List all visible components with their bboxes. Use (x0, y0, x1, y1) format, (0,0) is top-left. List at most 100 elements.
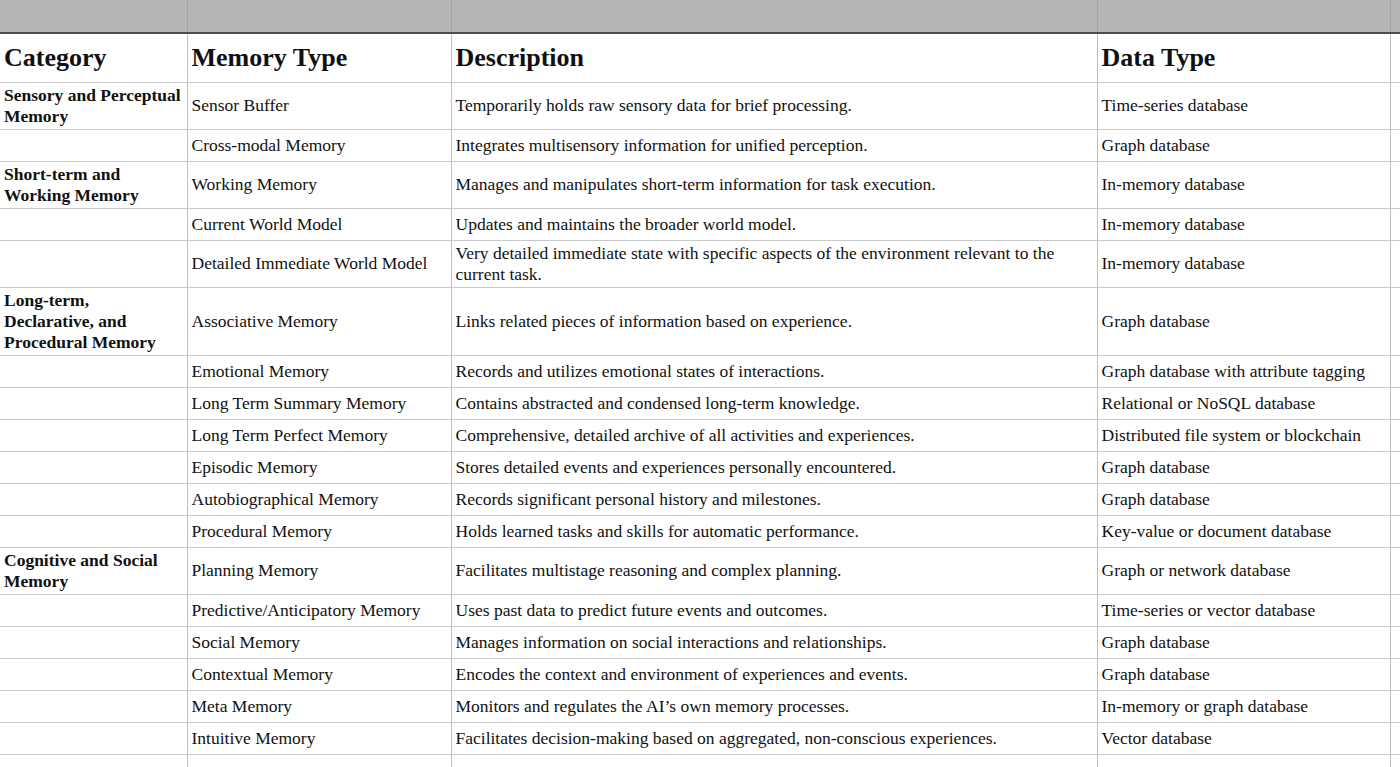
empty-cell[interactable] (1390, 594, 1400, 626)
description-cell[interactable]: Records and utilizes emotional states of… (451, 355, 1097, 387)
data-type-cell[interactable]: Graph database (1097, 287, 1390, 355)
data-type-cell[interactable]: Relational or NoSQL database (1097, 387, 1390, 419)
empty-cell[interactable] (1390, 658, 1400, 690)
empty-cell[interactable] (0, 754, 187, 767)
category-cell[interactable] (0, 658, 187, 690)
empty-cell[interactable] (1097, 754, 1390, 767)
memory-type-cell[interactable]: Current World Model (187, 208, 451, 240)
memory-type-cell[interactable]: Long Term Perfect Memory (187, 419, 451, 451)
header-description[interactable]: Description (451, 33, 1097, 82)
empty-cell[interactable] (1390, 451, 1400, 483)
empty-cell[interactable] (1390, 515, 1400, 547)
memory-type-cell[interactable]: Associative Memory (187, 287, 451, 355)
empty-cell[interactable] (1390, 754, 1400, 767)
empty-cell[interactable] (1390, 82, 1400, 129)
data-type-cell[interactable]: Vector database (1097, 722, 1390, 754)
description-cell[interactable]: Encodes the context and environment of e… (451, 658, 1097, 690)
description-cell[interactable]: Uses past data to predict future events … (451, 594, 1097, 626)
memory-type-cell[interactable]: Intuitive Memory (187, 722, 451, 754)
memory-type-cell[interactable]: Contextual Memory (187, 658, 451, 690)
empty-cell[interactable] (1390, 387, 1400, 419)
description-cell[interactable]: Holds learned tasks and skills for autom… (451, 515, 1097, 547)
description-cell[interactable]: Temporarily holds raw sensory data for b… (451, 82, 1097, 129)
empty-cell[interactable] (1390, 161, 1400, 208)
description-cell[interactable]: Links related pieces of information base… (451, 287, 1097, 355)
header-category[interactable]: Category (0, 33, 187, 82)
description-cell[interactable]: Very detailed immediate state with speci… (451, 240, 1097, 287)
category-cell[interactable] (0, 419, 187, 451)
data-type-cell[interactable]: In-memory database (1097, 208, 1390, 240)
category-cell[interactable]: Sensory and Perceptual Memory (0, 82, 187, 129)
empty-cell[interactable] (1390, 690, 1400, 722)
data-type-cell[interactable]: In-memory database (1097, 161, 1390, 208)
category-cell[interactable]: Short-term and Working Memory (0, 161, 187, 208)
header-empty-sliver[interactable] (1390, 33, 1400, 82)
memory-type-cell[interactable]: Meta Memory (187, 690, 451, 722)
column-header-bar-cell[interactable] (1097, 0, 1390, 33)
data-type-cell[interactable]: In-memory database (1097, 240, 1390, 287)
memory-type-cell[interactable]: Sensor Buffer (187, 82, 451, 129)
column-header-bar-cell[interactable] (187, 0, 451, 33)
category-cell[interactable] (0, 240, 187, 287)
category-cell[interactable] (0, 594, 187, 626)
description-cell[interactable]: Manages information on social interactio… (451, 626, 1097, 658)
category-cell[interactable] (0, 722, 187, 754)
empty-cell[interactable] (1390, 722, 1400, 754)
header-memory-type[interactable]: Memory Type (187, 33, 451, 82)
data-type-cell[interactable]: Graph database (1097, 658, 1390, 690)
description-cell[interactable]: Stores detailed events and experiences p… (451, 451, 1097, 483)
memory-type-cell[interactable]: Long Term Summary Memory (187, 387, 451, 419)
memory-type-cell[interactable]: Working Memory (187, 161, 451, 208)
data-type-cell[interactable]: Graph or network database (1097, 547, 1390, 594)
memory-type-cell[interactable]: Planning Memory (187, 547, 451, 594)
description-cell[interactable]: Facilitates multistage reasoning and com… (451, 547, 1097, 594)
category-cell[interactable]: Cognitive and Social Memory (0, 547, 187, 594)
empty-cell[interactable] (1390, 208, 1400, 240)
category-cell[interactable] (0, 690, 187, 722)
category-cell[interactable] (0, 515, 187, 547)
data-type-cell[interactable]: Time-series database (1097, 82, 1390, 129)
category-cell[interactable] (0, 451, 187, 483)
empty-cell[interactable] (1390, 129, 1400, 161)
category-cell[interactable] (0, 387, 187, 419)
header-data-type[interactable]: Data Type (1097, 33, 1390, 82)
category-cell[interactable] (0, 129, 187, 161)
category-cell[interactable] (0, 483, 187, 515)
data-type-cell[interactable]: Distributed file system or blockchain (1097, 419, 1390, 451)
data-type-cell[interactable]: Graph database (1097, 451, 1390, 483)
data-type-cell[interactable]: Graph database (1097, 626, 1390, 658)
description-cell[interactable]: Monitors and regulates the AI’s own memo… (451, 690, 1097, 722)
category-cell[interactable] (0, 355, 187, 387)
column-header-bar-cell[interactable] (451, 0, 1097, 33)
description-cell[interactable]: Comprehensive, detailed archive of all a… (451, 419, 1097, 451)
memory-type-cell[interactable]: Autobiographical Memory (187, 483, 451, 515)
memory-type-cell[interactable]: Cross-modal Memory (187, 129, 451, 161)
description-cell[interactable]: Integrates multisensory information for … (451, 129, 1097, 161)
memory-type-cell[interactable]: Emotional Memory (187, 355, 451, 387)
data-type-cell[interactable]: Graph database with attribute tagging (1097, 355, 1390, 387)
description-cell[interactable]: Facilitates decision-making based on agg… (451, 722, 1097, 754)
description-cell[interactable]: Manages and manipulates short-term infor… (451, 161, 1097, 208)
category-cell[interactable] (0, 208, 187, 240)
data-type-cell[interactable]: Key-value or document database (1097, 515, 1390, 547)
description-cell[interactable]: Records significant personal history and… (451, 483, 1097, 515)
empty-cell[interactable] (1390, 547, 1400, 594)
data-type-cell[interactable]: Graph database (1097, 483, 1390, 515)
description-cell[interactable]: Updates and maintains the broader world … (451, 208, 1097, 240)
column-header-bar-cell[interactable] (1390, 0, 1400, 33)
memory-type-cell[interactable]: Predictive/Anticipatory Memory (187, 594, 451, 626)
memory-type-cell[interactable]: Procedural Memory (187, 515, 451, 547)
category-cell[interactable] (0, 626, 187, 658)
category-cell[interactable]: Long-term, Declarative, and Procedural M… (0, 287, 187, 355)
empty-cell[interactable] (187, 754, 451, 767)
column-header-bar-cell[interactable] (0, 0, 187, 33)
data-type-cell[interactable]: Graph database (1097, 129, 1390, 161)
empty-cell[interactable] (1390, 355, 1400, 387)
empty-cell[interactable] (1390, 240, 1400, 287)
empty-cell[interactable] (451, 754, 1097, 767)
memory-type-cell[interactable]: Social Memory (187, 626, 451, 658)
data-type-cell[interactable]: In-memory or graph database (1097, 690, 1390, 722)
empty-cell[interactable] (1390, 483, 1400, 515)
empty-cell[interactable] (1390, 419, 1400, 451)
memory-type-cell[interactable]: Episodic Memory (187, 451, 451, 483)
